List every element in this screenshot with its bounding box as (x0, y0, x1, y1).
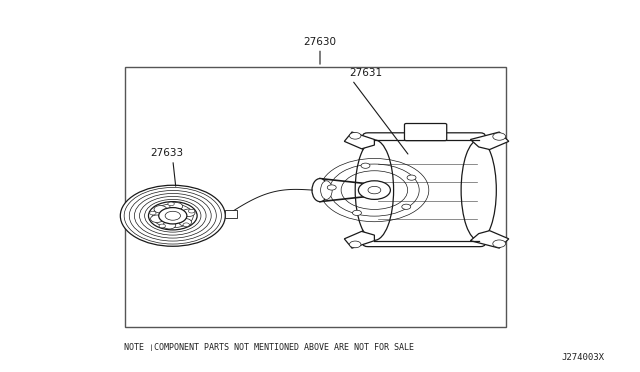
Circle shape (148, 202, 197, 230)
Text: J274003X: J274003X (562, 353, 605, 362)
Circle shape (168, 202, 174, 206)
Polygon shape (470, 132, 509, 150)
Circle shape (493, 133, 506, 140)
Circle shape (170, 203, 182, 210)
Polygon shape (470, 231, 509, 248)
Circle shape (179, 218, 191, 226)
Circle shape (182, 209, 195, 217)
Circle shape (120, 185, 225, 246)
Ellipse shape (321, 181, 332, 199)
Circle shape (150, 215, 163, 222)
Text: 27631: 27631 (349, 68, 382, 78)
Text: 27630: 27630 (303, 36, 337, 46)
Circle shape (353, 210, 362, 215)
Polygon shape (344, 231, 374, 248)
FancyBboxPatch shape (363, 133, 485, 247)
Circle shape (188, 209, 195, 213)
Bar (125, 67, 506, 327)
Circle shape (402, 204, 411, 209)
Ellipse shape (355, 140, 394, 240)
Circle shape (349, 132, 361, 139)
Circle shape (163, 221, 176, 229)
Circle shape (361, 163, 370, 168)
Circle shape (407, 175, 416, 180)
Polygon shape (344, 132, 374, 149)
Ellipse shape (461, 140, 497, 240)
Circle shape (493, 240, 506, 247)
Circle shape (165, 211, 180, 220)
Circle shape (327, 185, 336, 190)
Text: 27633: 27633 (150, 148, 184, 158)
Circle shape (358, 181, 390, 199)
Circle shape (349, 241, 361, 248)
Circle shape (368, 186, 381, 194)
Text: NOTE ❘COMPONENT PARTS NOT MENTIONED ABOVE ARE NOT FOR SALE: NOTE ❘COMPONENT PARTS NOT MENTIONED ABOV… (124, 343, 414, 352)
Bar (225, 210, 237, 218)
Circle shape (159, 224, 165, 228)
Circle shape (150, 211, 156, 215)
FancyBboxPatch shape (404, 124, 447, 141)
Circle shape (154, 206, 167, 213)
Circle shape (159, 208, 187, 224)
Ellipse shape (312, 179, 328, 202)
Circle shape (183, 223, 189, 227)
